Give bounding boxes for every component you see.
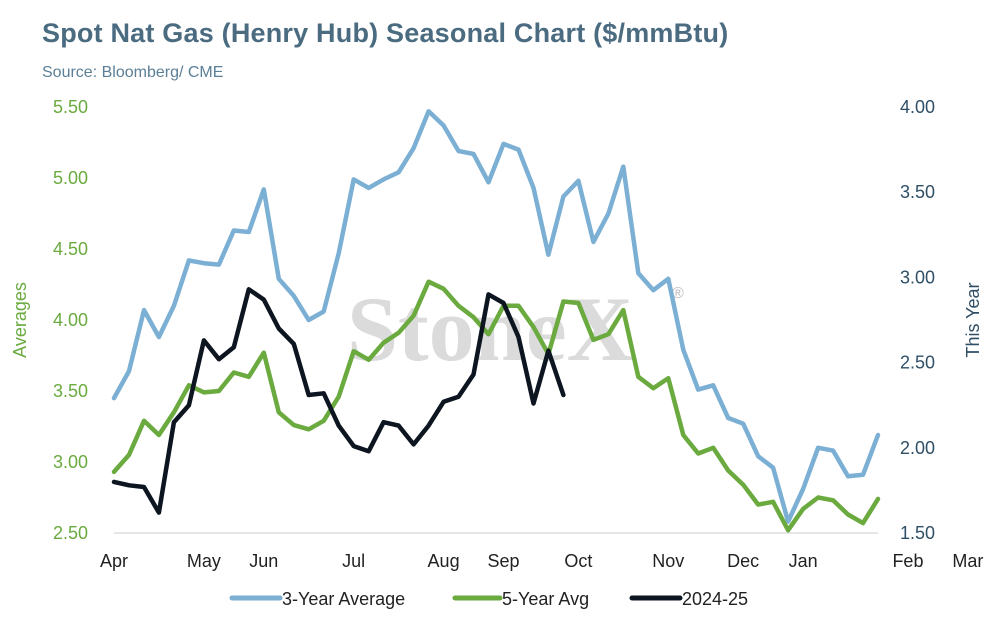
- right-axis-tick-label: 2.00: [900, 438, 935, 458]
- x-axis-ticks: Apr May Jun Jul Aug Sep Oct Nov Dec Jan Feb Mar: [100, 551, 983, 571]
- left-axis-tick-label: 4.50: [53, 239, 88, 259]
- x-axis-tick-label: May: [187, 551, 221, 571]
- right-axis-tick-label: 4.00: [900, 97, 935, 117]
- legend-label: 5-Year Avg: [502, 589, 589, 609]
- legend: 3-Year Average 5-Year Avg 2024-25: [229, 589, 748, 609]
- x-axis-tick-label: Dec: [727, 551, 759, 571]
- right-axis-tick-label: 2.50: [900, 353, 935, 373]
- left-axis-tick-label: 5.00: [53, 168, 88, 188]
- left-axis-tick-label: 5.50: [53, 97, 88, 117]
- series-line-2024-25: [111, 287, 566, 515]
- left-axis-tick-label: 3.50: [53, 381, 88, 401]
- right-axis-tick-label: 3.00: [900, 267, 935, 287]
- watermark-registered-mark: ®: [672, 285, 684, 302]
- x-axis-tick-label: Jun: [249, 551, 278, 571]
- x-axis-tick-label: Feb: [892, 551, 923, 571]
- x-axis-tick-label: Jul: [342, 551, 365, 571]
- right-axis-title: This Year: [963, 282, 983, 357]
- left-axis-title: Averages: [10, 282, 30, 358]
- legend-label: 3-Year Average: [282, 589, 405, 609]
- x-axis-tick-label: Sep: [487, 551, 519, 571]
- left-axis-tick-label: 3.00: [53, 452, 88, 472]
- left-axis-ticks: 2.50 3.00 3.50 4.00 4.50 5.00 5.50: [53, 97, 88, 543]
- x-axis-tick-label: Oct: [564, 551, 592, 571]
- series-lines: [111, 109, 881, 533]
- series-line-5-year-avg: [111, 279, 881, 533]
- left-axis-tick-label: 2.50: [53, 523, 88, 543]
- series-line-3-year-average: [111, 109, 881, 524]
- x-axis-tick-label: Mar: [952, 551, 983, 571]
- legend-label: 2024-25: [682, 589, 748, 609]
- x-axis-tick-label: Aug: [428, 551, 460, 571]
- chart-subtitle: Source: Bloomberg/ CME: [42, 64, 224, 81]
- x-axis-tick-label: Apr: [100, 551, 128, 571]
- left-axis-tick-label: 4.00: [53, 310, 88, 330]
- right-axis-ticks: 1.50 2.00 2.50 3.00 3.50 4.00: [900, 97, 935, 543]
- right-axis-tick-label: 1.50: [900, 523, 935, 543]
- x-axis-tick-label: Nov: [652, 551, 684, 571]
- right-axis-tick-label: 3.50: [900, 182, 935, 202]
- chart-title: Spot Nat Gas (Henry Hub) Seasonal Chart …: [42, 18, 729, 48]
- x-axis-tick-label: Jan: [789, 551, 818, 571]
